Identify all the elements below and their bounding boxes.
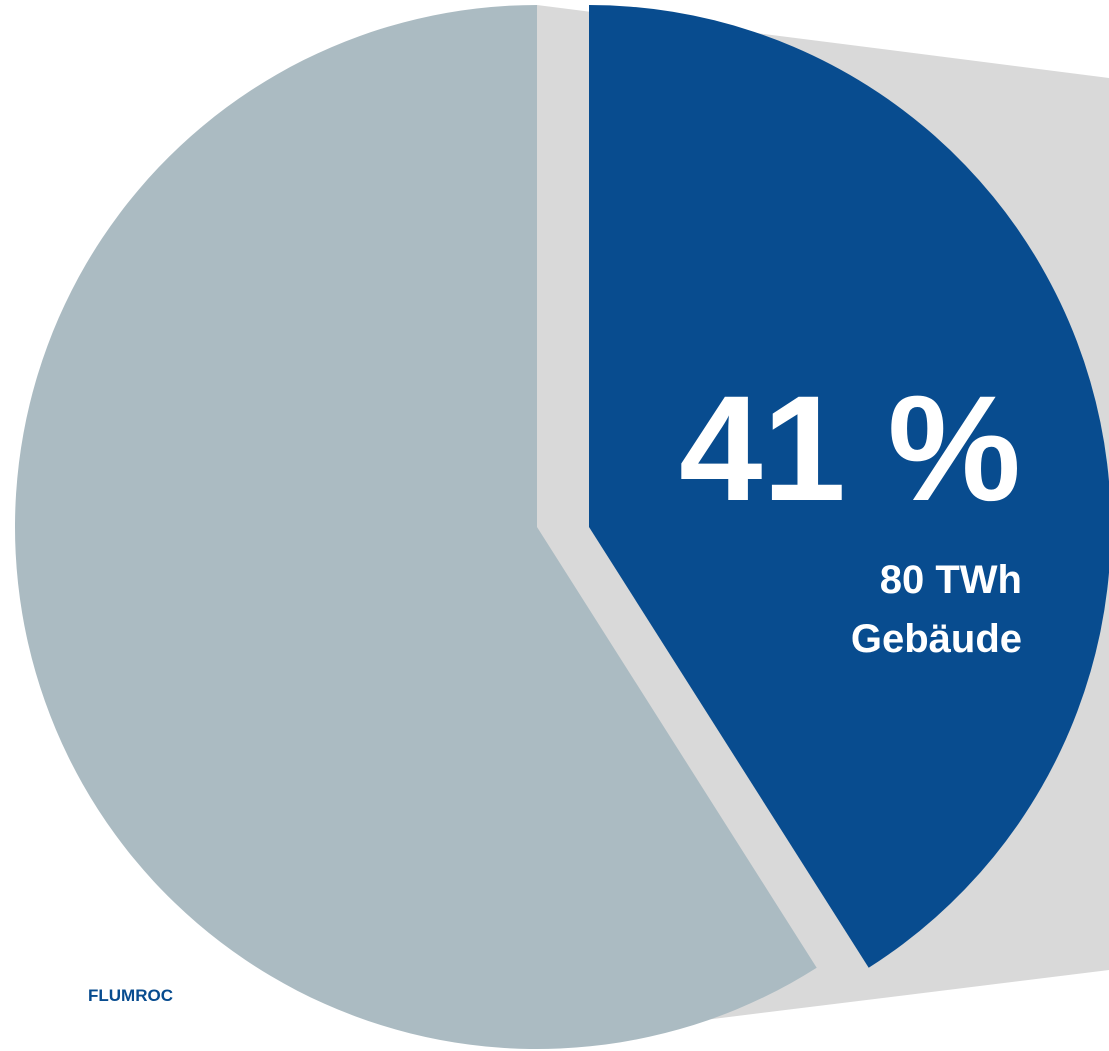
value-label: 41 % [679, 364, 1021, 532]
category-label: Gebäude [851, 617, 1022, 661]
logo: FLUMROC [88, 986, 173, 1005]
pie-slice [14, 5, 817, 1049]
sub-label: 80 TWh [880, 558, 1022, 602]
slices [14, 5, 1109, 1049]
pie-slice [589, 5, 1109, 968]
